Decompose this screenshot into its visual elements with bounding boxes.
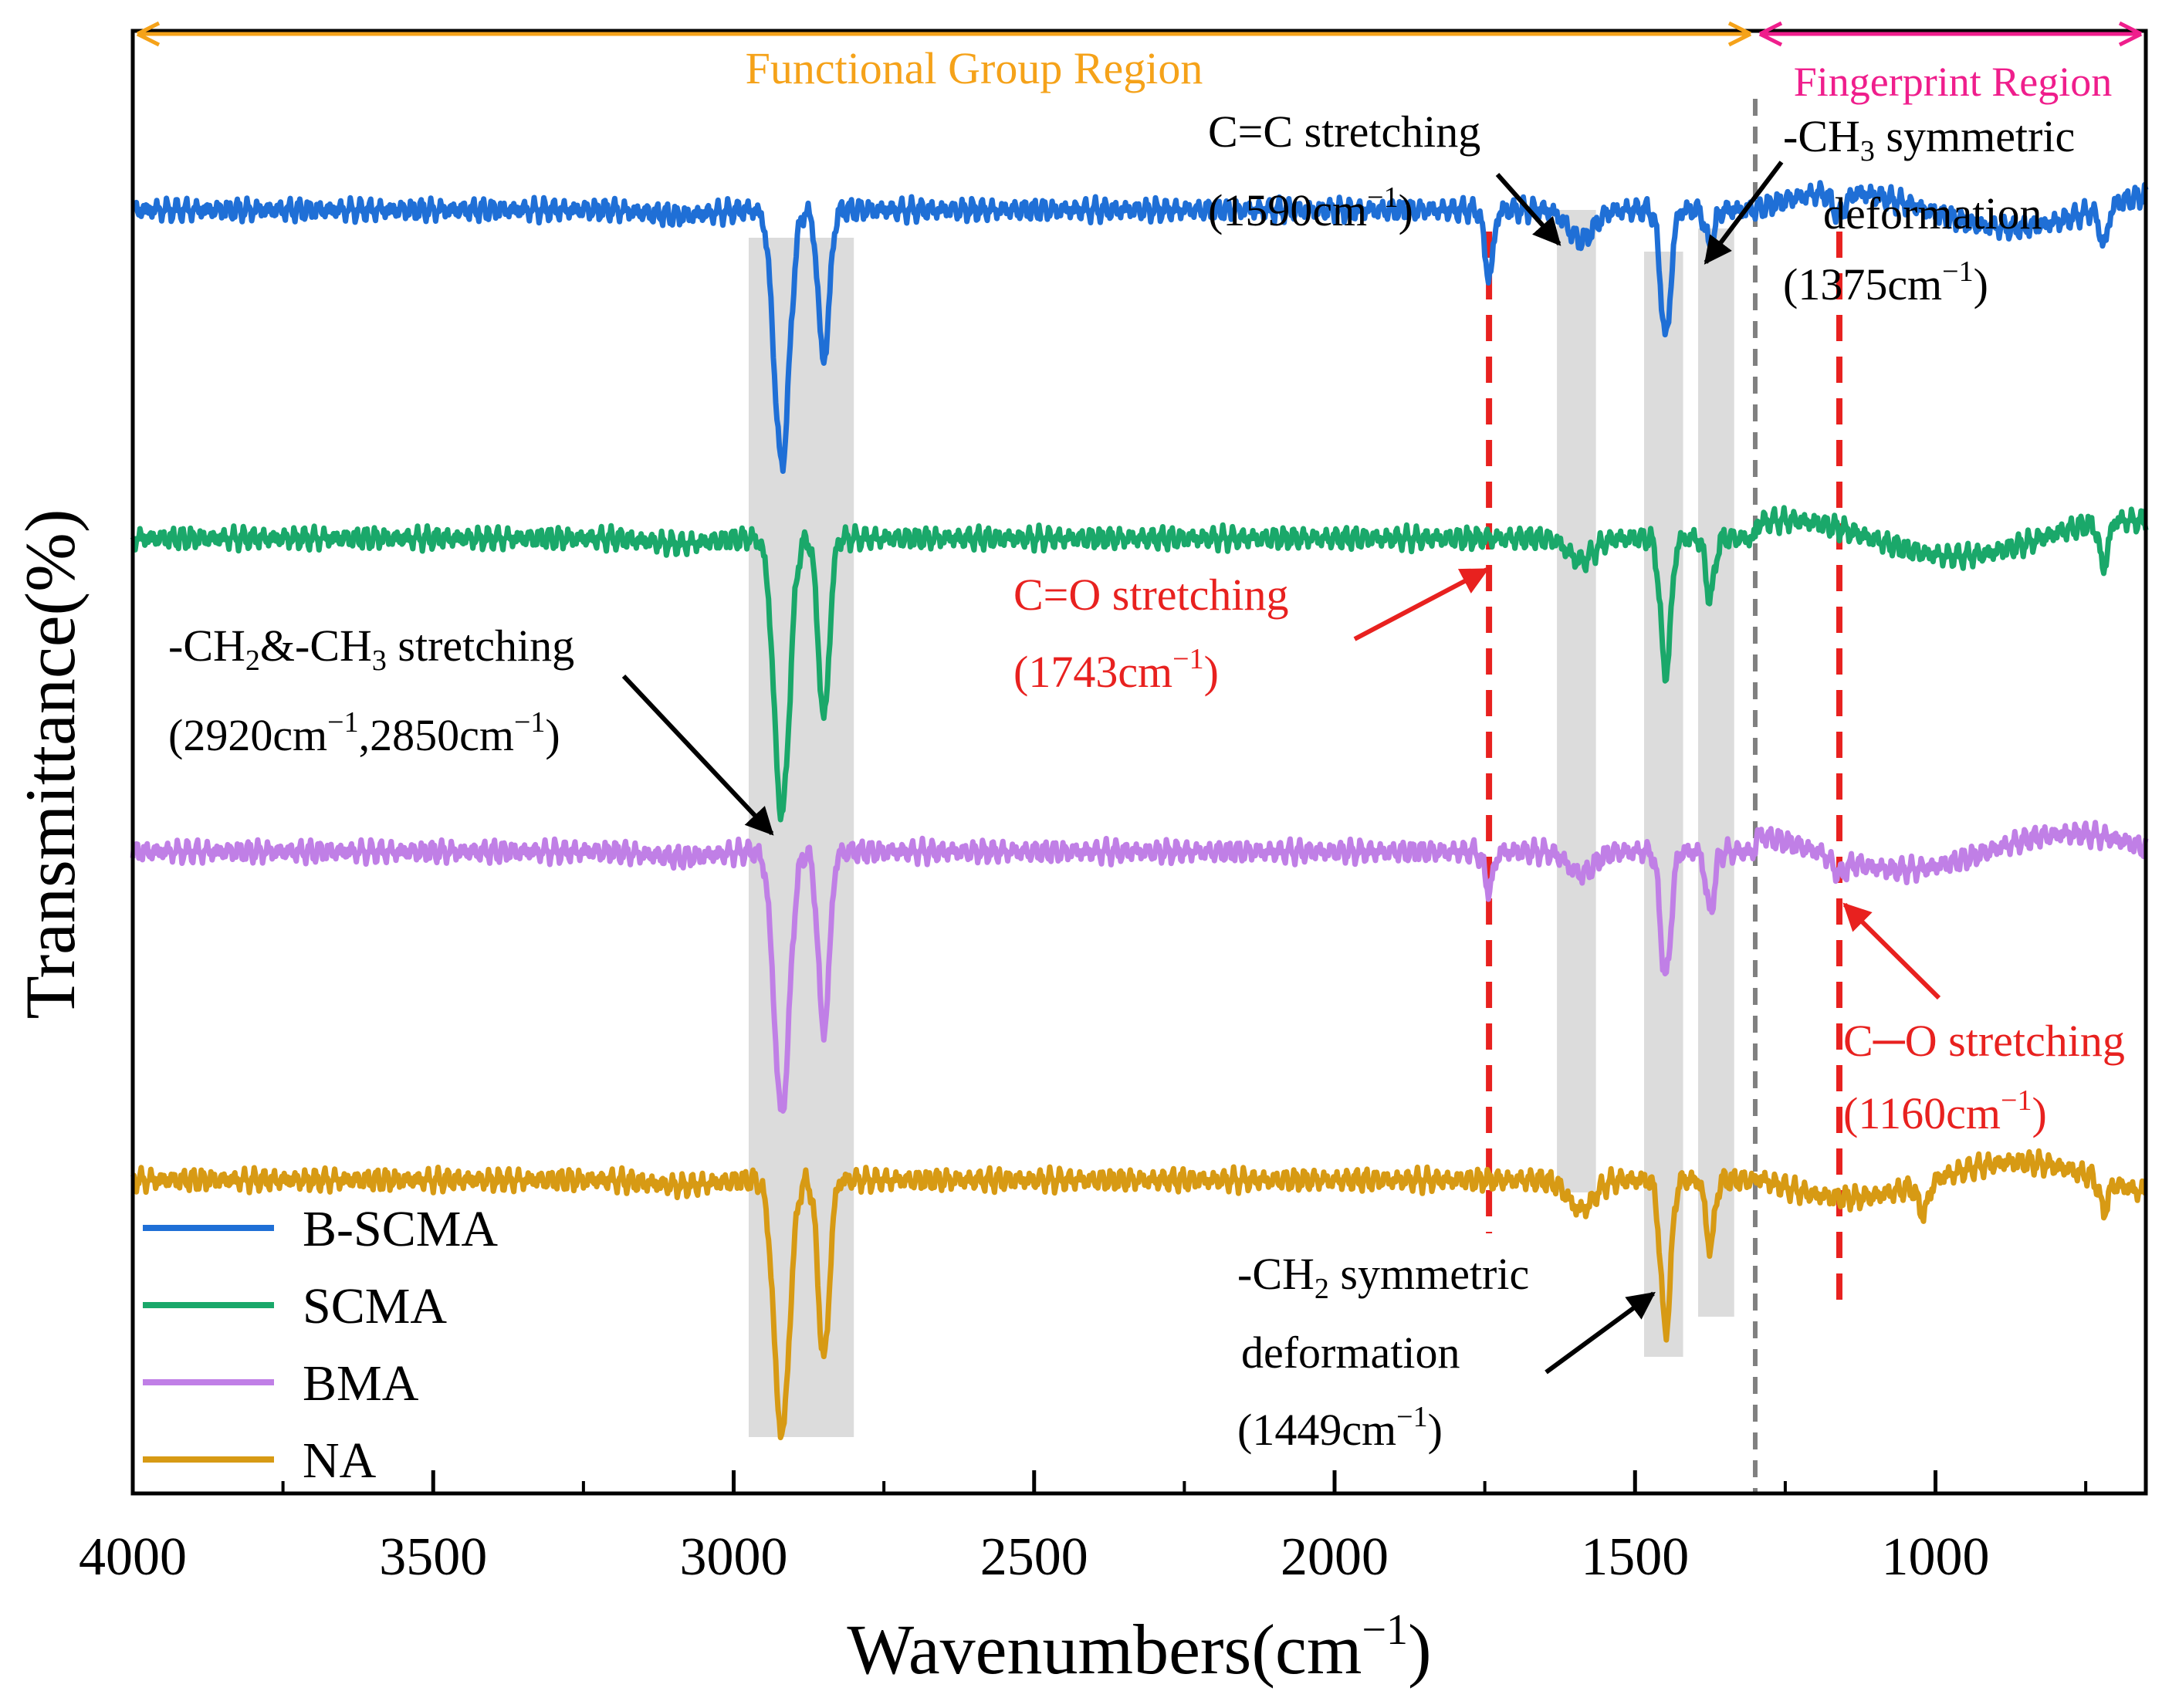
legend-label-scma: SCMA bbox=[303, 1278, 447, 1334]
annotation-ch2-def-wn: (1449cm bbox=[1237, 1405, 1396, 1455]
region-arrow-left-head-0 bbox=[136, 21, 161, 47]
shaded-band-3 bbox=[1698, 228, 1734, 1317]
annotation-ch-stretching-sub1: 2 bbox=[245, 644, 260, 677]
annotation-ch3-def-a: -CH bbox=[1783, 111, 1860, 161]
x-tick-label-1500: 1500 bbox=[1581, 1527, 1689, 1587]
annotation-ch2-def-sub: 2 bbox=[1315, 1273, 1329, 1305]
annotation-ch3-def-close: ) bbox=[1974, 259, 1988, 309]
annotation-co-close: ) bbox=[1204, 647, 1219, 697]
annotation-cc-line2: (1590cm−1) bbox=[1208, 181, 1413, 235]
legend-label-na: NA bbox=[303, 1432, 377, 1489]
annotation-ch-stretching-sub2: 3 bbox=[372, 644, 387, 677]
x-tick-label-3000: 3000 bbox=[680, 1527, 788, 1587]
annotation-ch-stretching-mid: &-CH bbox=[260, 621, 372, 671]
annotation-co-line1: C=O stretching bbox=[1013, 570, 1289, 620]
annotation-ch2-def-line2: deformation bbox=[1241, 1328, 1460, 1378]
annotation-cc-wn: (1590cm bbox=[1208, 185, 1367, 235]
shaded-band-0 bbox=[748, 238, 854, 1437]
annotation-ch2-def-sup: −1 bbox=[1396, 1401, 1427, 1433]
x-tick-label-4000: 4000 bbox=[79, 1527, 187, 1587]
annotation-ch3-def-tail: symmetric bbox=[1875, 111, 2075, 161]
x-tick-label-2500: 2500 bbox=[980, 1527, 1088, 1587]
x-axis-label-main: Wavenumbers(cm bbox=[847, 1610, 1362, 1689]
legend-label-bma: BMA bbox=[303, 1355, 419, 1412]
dashed-reference-lines bbox=[1486, 99, 1842, 1493]
functional-group-region-label: Functional Group Region bbox=[746, 43, 1203, 93]
arrow-ch3-deformation bbox=[1704, 161, 1784, 265]
annotation-cc-close: ) bbox=[1399, 185, 1413, 235]
arrow-cc-stretching bbox=[1495, 173, 1562, 246]
annotation-ch-stretching-close: ) bbox=[545, 710, 560, 760]
series-line-scma bbox=[130, 505, 2149, 823]
annotation-ch-stretching-line1: -CH2&-CH3 stretching bbox=[168, 621, 574, 677]
annotation-ch2-def-close: ) bbox=[1428, 1405, 1443, 1455]
annotation-ch2-def-line1: -CH2 symmetric bbox=[1237, 1249, 1529, 1305]
annotation-c-o-close: ) bbox=[2032, 1088, 2046, 1138]
annotation-ch3-def-sub: 3 bbox=[1860, 135, 1875, 167]
arrow-co-stretching bbox=[1353, 567, 1490, 641]
annotation-ch-stretching-sup1: −1 bbox=[327, 706, 358, 739]
x-axis-label: Wavenumbers(cm−1) bbox=[847, 1606, 1431, 1689]
annotation-c-o-line1: C─O stretching bbox=[1843, 1016, 2125, 1066]
annotation-co-line2: (1743cm−1) bbox=[1013, 643, 1219, 697]
annotation-co-wn: (1743cm bbox=[1013, 647, 1172, 697]
series-line-bma bbox=[130, 820, 2149, 1114]
annotation-ch3-def-wn: (1375cm bbox=[1783, 259, 1942, 309]
series-line-na bbox=[130, 1148, 2147, 1441]
x-tick-label-1000: 1000 bbox=[1882, 1527, 1990, 1587]
annotation-cc-line1: C=C stretching bbox=[1208, 107, 1480, 157]
x-tick-label-3500: 3500 bbox=[379, 1527, 487, 1587]
fingerprint-region-label: Fingerprint Region bbox=[1794, 59, 2112, 105]
plot-frame bbox=[130, 29, 2148, 1496]
arrow-ch2-deformation bbox=[1545, 1291, 1656, 1375]
annotation-ch3-def-line1: -CH3 symmetric bbox=[1783, 111, 2075, 167]
annotation-c-o-sup: −1 bbox=[2001, 1084, 2032, 1117]
shaded-band-2 bbox=[1643, 252, 1683, 1357]
annotation-ch-stretching-tail: stretching bbox=[387, 621, 574, 671]
annotation-ch-stretching-a: -CH bbox=[168, 621, 245, 671]
annotation-ch2-def-a: -CH bbox=[1237, 1249, 1315, 1299]
annotation-ch-stretching-wn1: (2920cm bbox=[168, 710, 327, 760]
annotation-co-sup: −1 bbox=[1172, 643, 1203, 675]
region-arrow-left-head-1 bbox=[1758, 21, 1783, 47]
annotation-ch3-def-line2: deformation bbox=[1823, 188, 2042, 238]
legend: B-SCMA SCMA BMA NA bbox=[143, 1201, 498, 1489]
annotation-ch2-def-line3: (1449cm−1) bbox=[1237, 1401, 1443, 1455]
annotation-ch2-def-tail: symmetric bbox=[1329, 1249, 1529, 1299]
annotation-c-o-line2: (1160cm−1) bbox=[1843, 1084, 2047, 1138]
annotation-c-o-wn: (1160cm bbox=[1843, 1088, 2001, 1138]
region-arrow-right-head-0 bbox=[1727, 21, 1752, 47]
x-axis-label-sup: −1 bbox=[1362, 1606, 1408, 1654]
shaded-band-1 bbox=[1557, 210, 1596, 1192]
series-layer bbox=[130, 180, 2149, 1441]
series-line-b-scma bbox=[130, 180, 2149, 474]
arrow-ch-stretching bbox=[621, 674, 774, 836]
legend-label-b-scma: B-SCMA bbox=[303, 1201, 498, 1257]
annotation-ch-stretching-sup2: −1 bbox=[514, 706, 545, 739]
y-axis-label: Transmittance(%) bbox=[11, 509, 90, 1020]
annotation-ch-stretching-wn2: ,2850cm bbox=[359, 710, 514, 760]
annotation-ch3-def-sup: −1 bbox=[1942, 255, 1973, 288]
x-ticks: 4000 3500 3000 2500 2000 1500 1000 bbox=[79, 1470, 2088, 1587]
x-tick-label-2000: 2000 bbox=[1281, 1527, 1389, 1587]
x-axis-label-close: ) bbox=[1408, 1610, 1432, 1689]
region-arrow-right-head-1 bbox=[2118, 21, 2143, 47]
arrow-c-o-stretching bbox=[1842, 902, 1941, 1000]
annotation-cc-sup: −1 bbox=[1367, 181, 1398, 214]
annotation-ch-stretching-line2: (2920cm−1,2850cm−1) bbox=[168, 706, 560, 760]
annotation-ch3-def-line3: (1375cm−1) bbox=[1783, 255, 1988, 309]
region-arrows bbox=[136, 21, 2143, 47]
